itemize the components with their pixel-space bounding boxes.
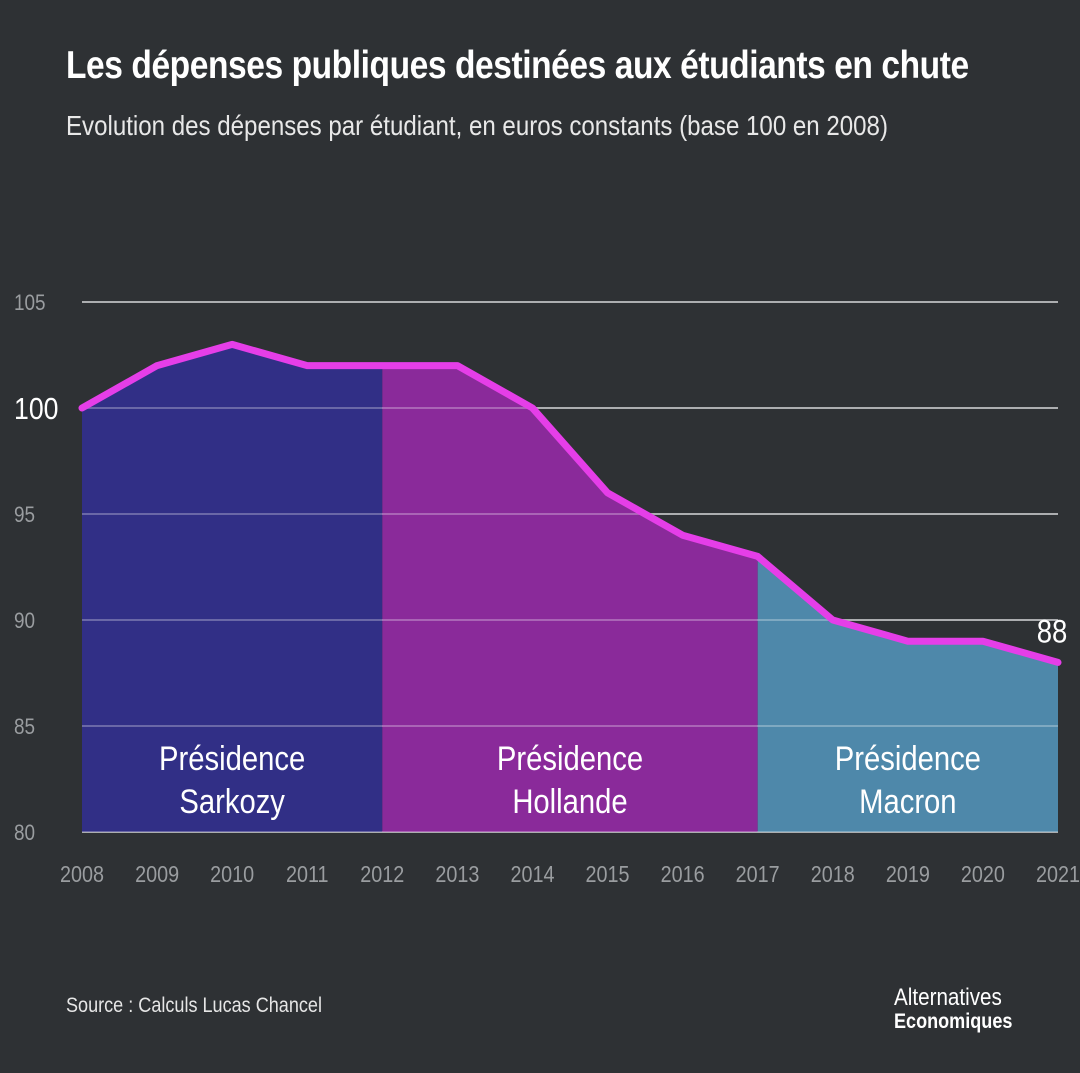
region-label-sarkozy-line1: Présidence <box>159 739 305 778</box>
data-point-2014 <box>530 406 534 410</box>
y-tick-85: 85 <box>14 715 35 740</box>
y-tick-100: 100 <box>14 392 58 426</box>
data-point-2012 <box>380 364 384 368</box>
x-tick-2014: 2014 <box>510 862 554 888</box>
data-point-2009 <box>155 364 159 368</box>
region-label-sarkozy-line2: Sarkozy <box>179 782 285 821</box>
data-point-2018 <box>831 618 835 622</box>
brand-line2: Economiques <box>894 1010 1013 1033</box>
end-value-label: 88 <box>1037 615 1068 650</box>
y-tick-105: 105 <box>14 291 46 316</box>
x-tick-2010: 2010 <box>210 862 254 888</box>
y-axis-ticks: 80 85 90 95 100 105 <box>14 291 58 846</box>
data-point-2010 <box>230 342 234 346</box>
spending-line <box>78 340 1062 666</box>
area-chart: Présidence Sarkozy Présidence Hollande Prési… <box>14 291 1080 888</box>
data-point-2020 <box>981 639 985 643</box>
annotations: 88 <box>1037 615 1068 650</box>
y-tick-80: 80 <box>14 821 35 846</box>
area-macron <box>757 556 1058 832</box>
region-label-hollande-line1: Présidence <box>497 739 643 778</box>
series-line <box>78 340 1062 666</box>
x-tick-2015: 2015 <box>586 862 630 888</box>
data-point-2015 <box>606 491 610 495</box>
region-labels: Présidence Sarkozy Présidence Hollande Prési… <box>159 739 981 821</box>
x-tick-2016: 2016 <box>661 862 705 888</box>
x-axis-ticks: 2008 2009 2010 2011 2012 2013 2014 2015 2016 2017… <box>60 862 1080 888</box>
chart-title: Les dépenses publiques destinées aux étu… <box>66 44 969 87</box>
data-point-2017 <box>756 554 760 558</box>
region-label-hollande-line2: Hollande <box>512 782 627 821</box>
x-tick-2012: 2012 <box>360 862 404 888</box>
area-sarkozy <box>82 344 383 832</box>
data-point-2013 <box>455 364 459 368</box>
x-tick-2021: 2021 <box>1036 862 1080 888</box>
x-tick-2017: 2017 <box>736 862 780 888</box>
data-point-2016 <box>681 533 685 537</box>
region-label-macron-line1: Présidence <box>835 739 981 778</box>
x-tick-2019: 2019 <box>886 862 930 888</box>
brand-line1: Alternatives <box>894 984 1002 1011</box>
y-tick-95: 95 <box>14 503 35 528</box>
chart-subtitle: Evolution des dépenses par étudiant, en … <box>66 110 888 141</box>
data-point-2008 <box>80 406 84 410</box>
x-tick-2009: 2009 <box>135 862 179 888</box>
data-point-2021 <box>1056 660 1060 664</box>
x-tick-2013: 2013 <box>435 862 479 888</box>
brand-logo: Alternatives Economiques <box>894 984 1013 1033</box>
source-note: Source : Calculs Lucas Chancel <box>66 994 322 1017</box>
x-tick-2011: 2011 <box>286 862 329 888</box>
y-tick-90: 90 <box>14 609 35 634</box>
x-tick-2008: 2008 <box>60 862 104 888</box>
area-hollande <box>382 365 758 832</box>
x-tick-2020: 2020 <box>961 862 1005 888</box>
president-areas <box>82 301 1058 833</box>
data-point-2019 <box>906 639 910 643</box>
data-point-2011 <box>305 364 309 368</box>
x-tick-2018: 2018 <box>811 862 855 888</box>
region-label-macron-line2: Macron <box>859 782 956 821</box>
